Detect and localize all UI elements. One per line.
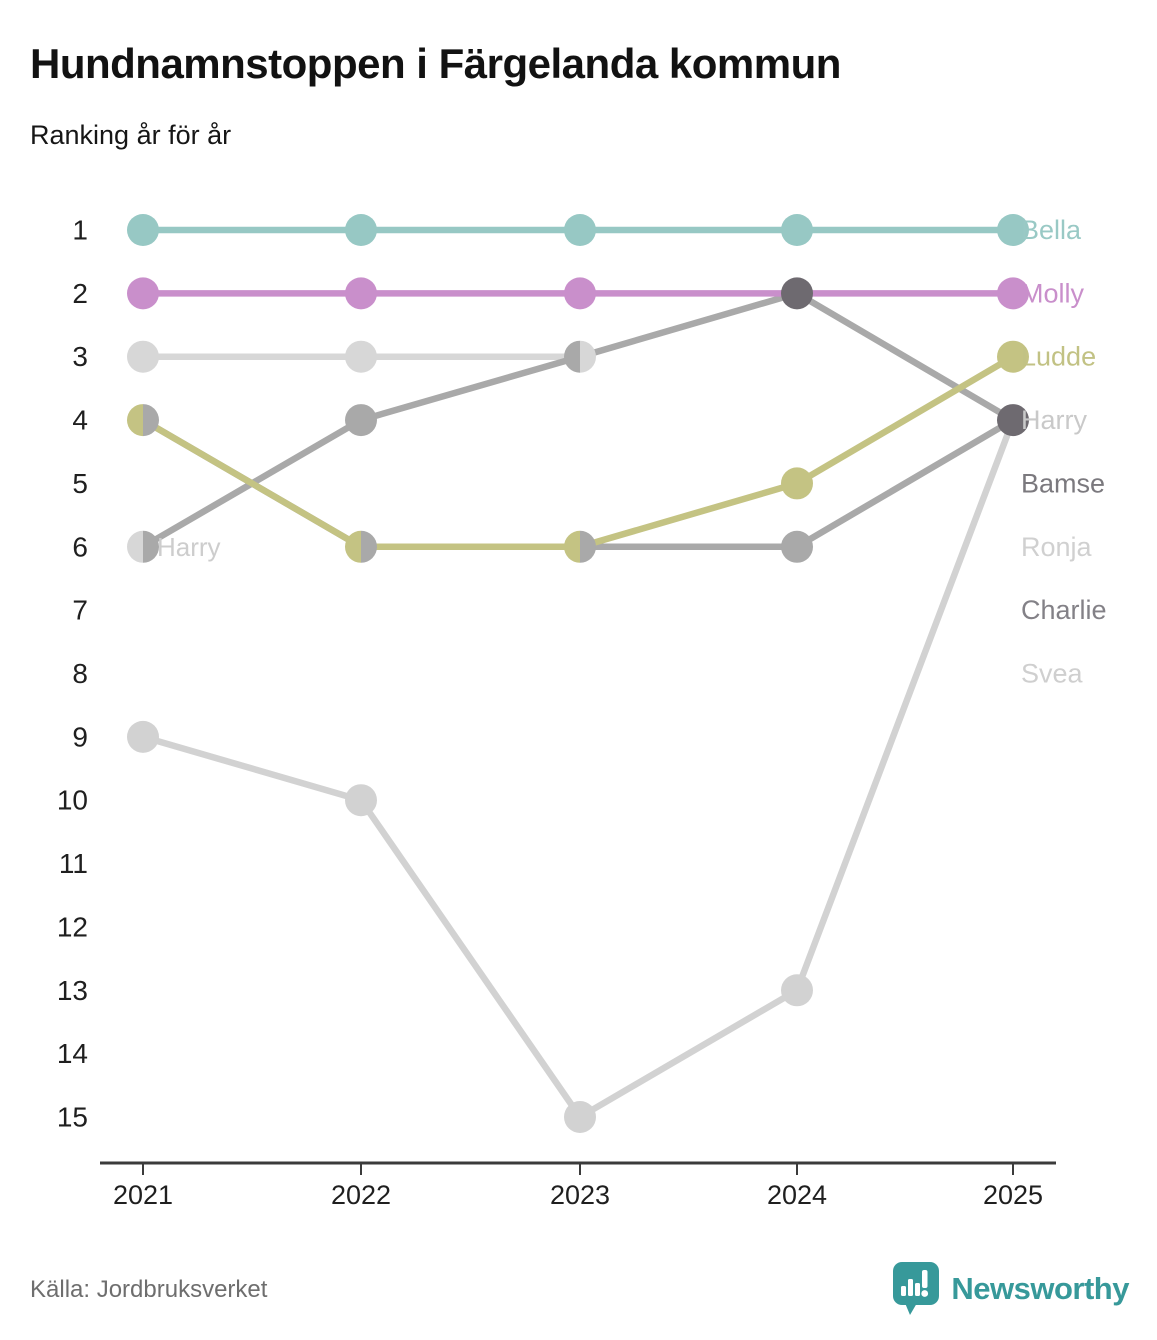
dot (997, 214, 1029, 246)
y-tick-label: 13 (57, 975, 88, 1006)
dot (997, 277, 1029, 310)
dot-split-left (564, 340, 580, 373)
brand-logo: Newsworthy (890, 1260, 1129, 1317)
dot-split-left (127, 404, 143, 437)
dot (345, 277, 377, 310)
name-label-harry: Harry (1021, 405, 1087, 435)
dot-split-right (143, 404, 159, 437)
y-tick-label: 7 (72, 595, 88, 626)
name-label-svea: Svea (1021, 658, 1084, 688)
y-tick-label: 3 (72, 341, 88, 372)
page-subtitle: Ranking år för år (30, 120, 232, 150)
series-line-ludde (141, 353, 1015, 551)
dot (997, 404, 1029, 437)
y-tick-label: 8 (72, 658, 88, 689)
y-tick-label: 12 (57, 911, 88, 942)
y-tick-label: 2 (72, 278, 88, 309)
series-line-bamse (141, 417, 1015, 551)
dot-split-right (580, 340, 596, 373)
name-label-left-harry: Harry (157, 532, 221, 562)
name-label-ronja: Ronja (1021, 532, 1093, 562)
y-tick-label: 9 (72, 721, 88, 752)
y-tick-label: 14 (57, 1038, 88, 1069)
dot-split-left (127, 530, 143, 563)
y-tick-label: 1 (72, 215, 88, 246)
dot-split-right (580, 530, 596, 563)
dot-split-left (345, 530, 361, 563)
dot (345, 340, 377, 373)
x-tick-label: 2022 (331, 1180, 391, 1210)
dot (127, 277, 159, 310)
x-tick-label: 2023 (550, 1180, 610, 1210)
x-tick-label: 2025 (983, 1180, 1043, 1210)
series-name-labels: Harry Bella Molly Ludde Harry Bamse Ronja Charl… (157, 215, 1107, 688)
y-tick-label: 5 (72, 468, 88, 499)
y-tick-label: 11 (59, 848, 88, 879)
dot (127, 720, 159, 753)
dot (564, 1100, 596, 1133)
x-tick-label: 2021 (113, 1180, 173, 1210)
dot (781, 214, 813, 246)
x-axis: 2021 2022 2023 2024 2025 (100, 1161, 1056, 1210)
dot (127, 340, 159, 373)
name-label-bella: Bella (1021, 215, 1082, 245)
source-caption: Källa: Jordbruksverket (30, 1276, 268, 1303)
y-tick-label: 10 (57, 785, 88, 816)
series-line-charlie (142, 418, 1017, 1121)
dot (345, 214, 377, 246)
name-label-bamse: Bamse (1021, 468, 1105, 498)
dot (781, 974, 813, 1007)
dot (345, 784, 377, 817)
series-line-harry (141, 290, 1015, 550)
name-label-molly: Molly (1021, 278, 1085, 308)
dot-split-right (143, 530, 159, 563)
dot (781, 467, 813, 500)
dot-split-right (361, 530, 377, 563)
dot (564, 277, 596, 310)
dot (781, 530, 813, 563)
dot (345, 404, 377, 437)
y-tick-label: 6 (72, 531, 88, 562)
dot (997, 340, 1029, 373)
y-tick-label: 15 (57, 1101, 88, 1132)
page-title: Hundnamnstoppen i Färgelanda kommun (30, 40, 841, 87)
dot-split-left (564, 530, 580, 563)
dot (781, 277, 813, 310)
dot (127, 214, 159, 246)
brand-name: Newsworthy (951, 1270, 1129, 1306)
dot (564, 214, 596, 246)
chart-dots (127, 214, 1029, 1133)
name-label-charlie: Charlie (1021, 595, 1107, 625)
x-tick-label: 2024 (767, 1180, 827, 1210)
newsworthy-badge-icon (893, 1262, 940, 1315)
name-label-ludde: Ludde (1021, 342, 1096, 372)
y-tick-label: 4 (72, 405, 88, 436)
